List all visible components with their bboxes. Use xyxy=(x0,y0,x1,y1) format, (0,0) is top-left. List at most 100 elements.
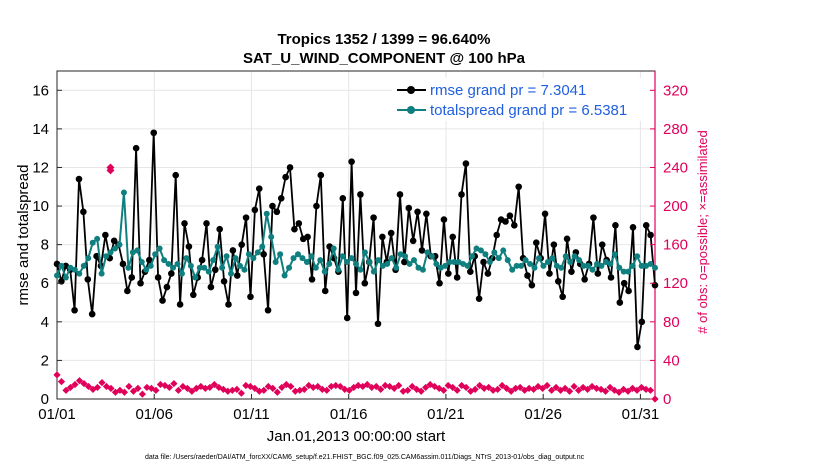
totalspread-point xyxy=(562,253,569,260)
rmse-point xyxy=(308,276,316,283)
rmse-point xyxy=(559,293,566,301)
rmse-point xyxy=(277,195,285,202)
rmse-point xyxy=(502,218,509,225)
totalspread-point xyxy=(442,262,449,269)
totalspread-point xyxy=(522,257,529,264)
obs-count-point xyxy=(570,382,578,391)
x-tick-label: 01/16 xyxy=(330,406,368,423)
totalspread-point xyxy=(544,259,551,266)
totalspread-point xyxy=(571,253,578,260)
x-tick-label: 01/01 xyxy=(38,406,76,423)
rmse-point xyxy=(75,175,83,183)
rmse-point xyxy=(163,283,171,291)
totalspread-point xyxy=(170,264,177,271)
obs-count-point xyxy=(583,385,592,393)
totalspread-point xyxy=(509,266,516,273)
totalspread-point xyxy=(446,259,453,266)
rmse-point xyxy=(563,235,571,243)
rmse-point xyxy=(467,268,474,275)
rmse-point xyxy=(357,191,364,198)
obs-count-point xyxy=(138,390,147,398)
x-axis-label: Jan.01,2013 00:00:00 start xyxy=(267,428,446,445)
rmse-point xyxy=(642,222,650,229)
rmse-point xyxy=(379,233,386,241)
rmse-point xyxy=(154,274,162,281)
legend-rmse-label: rmse grand pr = 7.3041 xyxy=(430,82,586,99)
obs-count-point xyxy=(471,385,479,393)
rmse-point xyxy=(255,185,263,192)
rmse-point xyxy=(590,214,597,221)
rmse-point xyxy=(449,233,457,241)
x-tick-label: 01/21 xyxy=(427,406,465,423)
obs-count-point xyxy=(435,384,443,392)
totalspread-point xyxy=(419,266,426,273)
totalspread-point xyxy=(71,266,78,273)
rmse-point xyxy=(198,256,206,264)
obs-count-point xyxy=(246,382,254,391)
obs-count-point xyxy=(57,378,66,386)
totalspread-point xyxy=(250,255,257,262)
totalspread-point xyxy=(477,247,484,254)
obs-count-point xyxy=(556,386,565,394)
totalspread-point xyxy=(629,262,636,269)
obs-count-point xyxy=(480,384,488,392)
totalspread-point xyxy=(540,262,547,269)
y-right-tick-label: 160 xyxy=(663,237,688,254)
rmse-point xyxy=(321,287,329,295)
rmse-point xyxy=(387,229,395,237)
obs-count-point xyxy=(619,385,628,393)
totalspread-point xyxy=(620,268,627,275)
obs-count-point xyxy=(390,384,398,392)
rmse-point xyxy=(273,208,281,216)
obs-count-point xyxy=(372,382,380,391)
rmse-point xyxy=(532,239,540,247)
obs-count-point xyxy=(354,381,362,390)
obs-count-point xyxy=(278,383,286,392)
obs-count-point xyxy=(228,386,236,394)
y-right-tick-label: 80 xyxy=(663,314,680,331)
rmse-point xyxy=(295,220,303,227)
obs-count-point xyxy=(327,382,335,391)
legend-rmse-marker xyxy=(407,86,415,94)
rmse-point xyxy=(480,258,487,266)
obs-count-point xyxy=(300,385,308,393)
totalspread-point xyxy=(402,253,409,260)
totalspread-point xyxy=(598,262,605,269)
totalspread-point xyxy=(54,272,60,279)
obs-count-point xyxy=(381,381,389,390)
rmse-point xyxy=(638,318,646,326)
rmse-point xyxy=(634,343,641,351)
totalspread-point xyxy=(165,260,172,267)
obs-count-point xyxy=(377,385,385,393)
obs-count-point xyxy=(305,381,313,390)
rmse-point xyxy=(269,202,276,210)
totalspread-point xyxy=(451,259,458,266)
totalspread-point xyxy=(76,270,83,277)
obs-count-point xyxy=(152,386,160,394)
totalspread-point xyxy=(290,255,297,262)
totalspread-point xyxy=(549,255,556,262)
obs-count-point xyxy=(543,381,551,390)
totalspread-point xyxy=(513,262,520,269)
footnote: data file: /Users/raeder/DAI/ATM_forcXX/… xyxy=(145,454,585,461)
totalspread-point xyxy=(232,255,239,262)
totalspread-point xyxy=(161,257,168,264)
rmse-point xyxy=(119,260,127,268)
obs-count-point xyxy=(269,384,277,392)
rmse-point xyxy=(370,214,377,221)
totalspread-point xyxy=(339,253,346,260)
rmse-point xyxy=(462,160,470,167)
totalspread-point xyxy=(348,255,355,262)
rmse-point xyxy=(436,279,443,287)
obs-count-point xyxy=(66,383,75,392)
rmse-point xyxy=(616,299,624,306)
totalspread-point xyxy=(607,260,614,267)
obs-count-point xyxy=(183,384,191,392)
rmse-point xyxy=(207,283,215,291)
rmse-point xyxy=(282,173,289,181)
totalspread-point xyxy=(611,251,618,258)
x-tick-label: 01/31 xyxy=(622,406,660,423)
totalspread-point xyxy=(201,264,208,271)
obs-count-point xyxy=(170,379,178,388)
obs-count-point xyxy=(404,386,412,394)
